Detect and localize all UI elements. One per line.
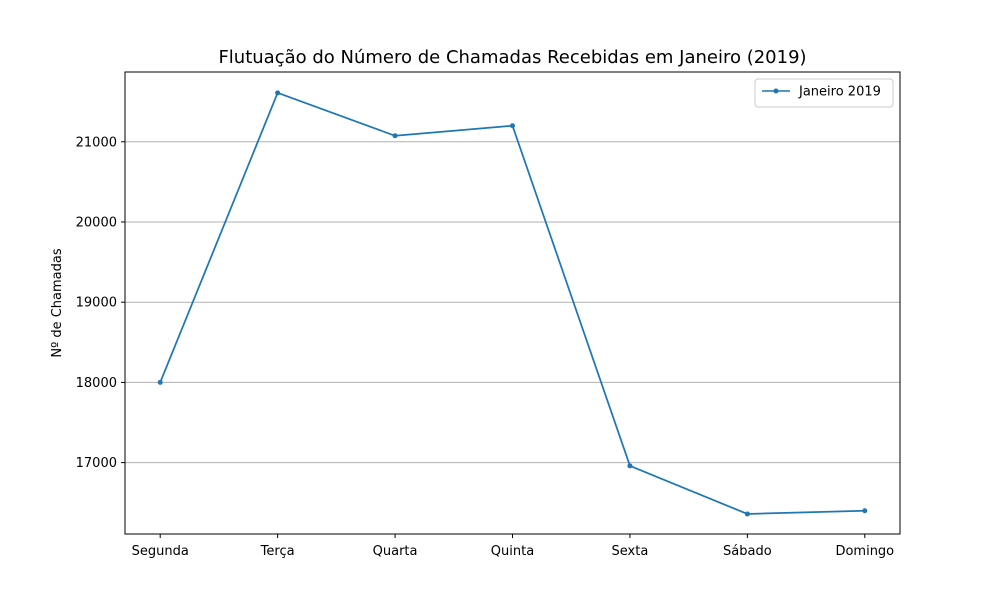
data-point: [510, 123, 515, 129]
y-axis-label: Nº de Chamadas: [50, 248, 65, 357]
y-tick-label: 21000: [76, 135, 117, 150]
x-tick-label: Quinta: [491, 544, 534, 559]
y-tick-label: 17000: [76, 456, 117, 471]
y-axis-ticks: 17000 18000 19000 20000 21000: [76, 135, 125, 471]
x-tick-label: Sexta: [612, 544, 649, 559]
x-axis-ticks: Segunda Terça Quarta Quinta Sexta Sábado Domin…: [132, 534, 894, 559]
legend-label: Janeiro 2019: [798, 85, 881, 100]
data-point: [157, 379, 163, 385]
y-tick-label: 19000: [76, 296, 117, 311]
x-tick-label: Sábado: [723, 544, 772, 559]
data-point: [744, 511, 750, 517]
legend: Janeiro 2019: [754, 78, 894, 108]
x-tick-label: Terça: [260, 544, 295, 559]
data-point: [275, 90, 281, 96]
data-point: [392, 133, 398, 139]
legend-box: [754, 78, 894, 108]
series-line: [159, 91, 865, 515]
chart-title: Flutuação do Número de Chamadas Recebida…: [218, 47, 806, 68]
grid-lines: [125, 141, 900, 464]
data-point: [627, 463, 633, 469]
legend-marker-swatch: [773, 88, 779, 94]
y-tick-label: 20000: [76, 215, 117, 230]
y-tick-label: 18000: [76, 376, 117, 391]
data-point: [862, 508, 868, 514]
x-tick-label: Domingo: [835, 544, 894, 559]
x-tick-label: Quarta: [373, 544, 418, 559]
series-layer: [157, 90, 868, 517]
x-tick-label: Segunda: [132, 544, 189, 559]
